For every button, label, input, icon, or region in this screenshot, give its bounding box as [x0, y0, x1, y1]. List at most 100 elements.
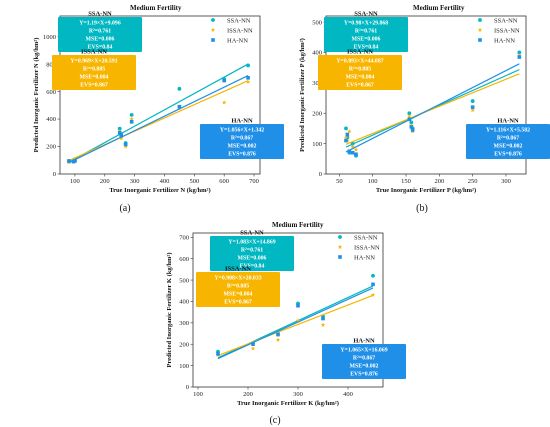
equation-box-title: HA-NN: [497, 118, 519, 125]
data-point: [345, 132, 350, 137]
equation-box-bg: [200, 124, 284, 159]
regression-line: [68, 63, 249, 163]
data-point: [123, 144, 128, 149]
y-tick-label: 0: [53, 171, 56, 178]
y-tick-label: 600: [46, 89, 56, 96]
y-tick-label: 600: [179, 256, 189, 263]
y-tick-label: 300: [179, 320, 189, 327]
regression-line: [345, 73, 520, 145]
y-axis-title: Predicted Inorganic Fertilizer K (kg/hm²…: [166, 252, 173, 367]
equation-line: EVS=0.876: [228, 152, 256, 158]
x-axis-title: True Inorganic Fertilizer P (kg/hm²): [376, 187, 476, 194]
regression-line: [68, 74, 249, 164]
equation-box-bg: [196, 272, 280, 307]
data-point: [117, 130, 122, 135]
data-point: [129, 119, 134, 124]
x-tick-label: 200: [100, 178, 110, 185]
data-point: [119, 133, 123, 138]
equation-box-ssa-nn: SSA-NN Y=1.19×X+9.096 R²=0.761 MSE=0.006 EVS…: [58, 11, 142, 52]
equation-box-ssa-nn: SSA-NN Y=0.98×X+29.868 R²=0.761 MSE=0.006 EV…: [324, 11, 408, 52]
equation-box-title: HA-NN: [353, 338, 375, 345]
data-point: [470, 105, 475, 109]
equation-line: EVS=0.84: [88, 45, 113, 51]
panel-label: (b): [416, 203, 428, 214]
data-point: [470, 99, 475, 103]
y-tick-label: 0: [186, 384, 189, 391]
equation-line: Y=1.056×X+1.342: [220, 128, 264, 134]
data-point: [275, 337, 281, 342]
equation-line: R²=0.867: [497, 136, 519, 142]
data-point: [117, 126, 122, 131]
legend-marker: [211, 18, 215, 22]
legend-marker: [338, 255, 342, 259]
equation-box-bg: [318, 55, 402, 90]
equation-line: EVS=0.876: [350, 372, 378, 378]
chart-title: Medium Fertility: [130, 4, 182, 12]
equation-line: MSE=0.002: [350, 364, 379, 370]
x-axis-title: True Inorganic Fertilizer K (kg/hm²): [237, 400, 339, 407]
chart-panel-n: Medium Fertility 100 200 300 400 500 600 700 0 20…: [33, 4, 284, 214]
x-axis-title: True Inorganic Fertilizer N (kg/hm²): [109, 187, 210, 194]
y-tick-label: 700: [179, 234, 189, 241]
chart-panel-p: Medium Fertility 50 100 150 200 250 300 0 100 200…: [299, 4, 550, 214]
y-tick-label: 200: [179, 341, 189, 348]
x-tick-label: 400: [343, 391, 353, 398]
y-tick-label: 1000: [43, 34, 56, 41]
equation-box-bg: [210, 236, 294, 271]
data-point: [246, 63, 250, 68]
legend-label: HA-NN: [227, 37, 248, 44]
data-point: [296, 303, 300, 308]
equation-line: MSE=0.002: [494, 144, 523, 150]
equation-box-title: ISSA-NN: [81, 49, 107, 56]
x-tick-label: 100: [70, 178, 80, 185]
equation-line: R²=0.867: [353, 356, 375, 362]
x-tick-label: 100: [193, 391, 203, 398]
equation-line: Y=1.19×X+9.096: [79, 21, 121, 27]
data-point: [344, 126, 348, 131]
legend-label: SSA-NN: [227, 17, 251, 24]
legend: SSA-NN ISSA-NN HA-NN: [210, 17, 253, 44]
data-point: [129, 113, 134, 117]
data-point: [409, 120, 414, 125]
equation-line: EVS=0.867: [80, 83, 108, 89]
legend-marker: [338, 235, 342, 239]
equation-line: Y=0.969×X+20.591: [70, 59, 117, 65]
data-point: [350, 141, 355, 146]
equation-box-issa-nn: ISSA-NN Y=0.893×X+44.087 R²=0.805 MSE=0.004…: [318, 49, 402, 90]
equation-line: R²=0.805: [227, 284, 249, 290]
x-tick-label: 700: [249, 178, 259, 185]
legend-label: HA-NN: [494, 37, 515, 44]
equation-box-title: ISSA-NN: [347, 49, 373, 56]
legend-marker: [478, 18, 482, 22]
data-point: [118, 135, 124, 141]
equation-line: MSE=0.006: [238, 256, 267, 262]
regression-line: [345, 63, 520, 153]
equation-box-issa-nn: ISSA-NN Y=0.908×X+20.033 R²=0.805 MSE=0.004…: [196, 266, 280, 307]
x-tick-label: 300: [130, 178, 140, 185]
plot-frame: [59, 15, 261, 175]
data-point: [129, 116, 134, 121]
equation-line: Y=1.116×X+5.582: [486, 128, 530, 134]
data-point: [73, 159, 77, 163]
x-tick-label: 400: [160, 178, 170, 185]
data-point: [470, 107, 475, 113]
equation-line: R²=0.761: [241, 248, 263, 254]
equation-box-bg: [52, 55, 136, 90]
x-tick-label: 100: [368, 178, 378, 185]
equation-line: R²=0.761: [89, 29, 111, 35]
equation-box-title: SSA-NN: [88, 11, 112, 18]
equation-box-title: SSA-NN: [240, 230, 264, 237]
equation-line: EVS=0.84: [240, 264, 265, 270]
equation-box-ha-nn: HA-NN Y=1.116×X+5.582 R²=0.867 MSE=0.002 EVS…: [466, 118, 550, 159]
panel-label: (c): [269, 415, 280, 426]
equation-line: EVS=0.84: [354, 45, 379, 51]
equation-line: R²=0.867: [231, 136, 253, 142]
data-point: [216, 352, 220, 356]
data-point: [343, 135, 349, 140]
equation-line: MSE=0.004: [224, 292, 253, 298]
chart-title: Medium Fertility: [413, 4, 465, 12]
plot-frame: [325, 15, 527, 175]
data-point: [407, 113, 412, 119]
data-point: [222, 78, 226, 83]
data-point: [251, 342, 255, 347]
